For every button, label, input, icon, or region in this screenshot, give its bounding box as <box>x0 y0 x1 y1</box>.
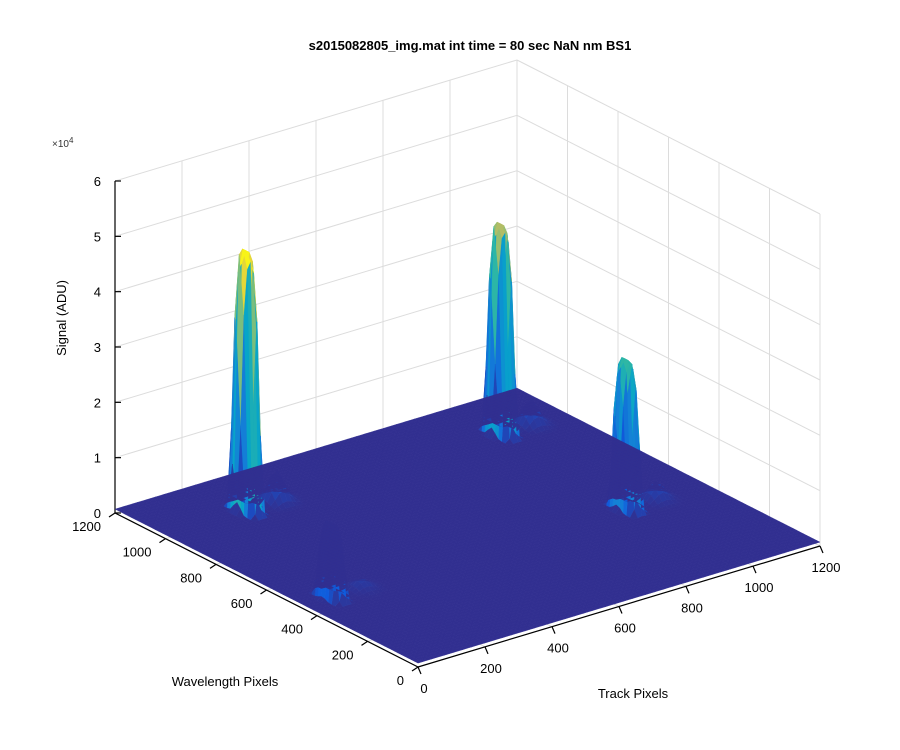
surface <box>114 221 821 664</box>
chart-title: s2015082805_img.mat int time = 80 sec Na… <box>309 38 632 53</box>
